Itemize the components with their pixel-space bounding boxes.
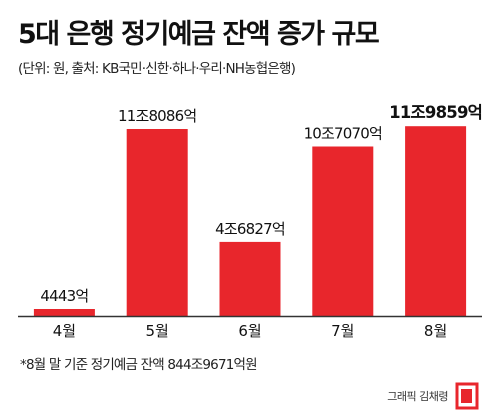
x-tick-label-3: 6월 <box>238 322 261 340</box>
bar-1 <box>33 309 95 316</box>
bar-5 <box>405 126 467 316</box>
x-tick-label-5: 8월 <box>424 322 447 340</box>
footnote: *8월 말 기준 정기예금 잔액 844조9671억원 <box>20 357 258 373</box>
chart-subtitle: (단위: 원, 출처: KB국민·신한·하나·우리·NH농협은행) <box>18 61 296 77</box>
bar-3 <box>219 241 281 316</box>
data-label-2: 11조8086억 <box>118 107 196 125</box>
data-label-1: 4443억 <box>40 287 88 305</box>
bar-2 <box>126 129 188 316</box>
chart-title: 5대 은행 정기예금 잔액 증가 규모 <box>18 19 380 50</box>
data-label-5: 11조9859억 <box>389 103 482 122</box>
bar-4 <box>312 146 374 316</box>
data-label-3: 4조6827억 <box>215 220 285 238</box>
x-tick-label-2: 5월 <box>146 322 169 340</box>
x-tick-label-1: 4월 <box>53 322 76 340</box>
x-tick-label-4: 7월 <box>331 322 354 340</box>
asiae-logo-icon <box>455 382 479 410</box>
graphic-credit: 그래픽 김채령 <box>387 390 448 403</box>
data-label-4: 10조7070억 <box>304 125 382 143</box>
bar-chart: 4443억 4월 11조8086억 5월 4조6827억 6월 10조7070억 7월 11조9… <box>18 103 483 340</box>
